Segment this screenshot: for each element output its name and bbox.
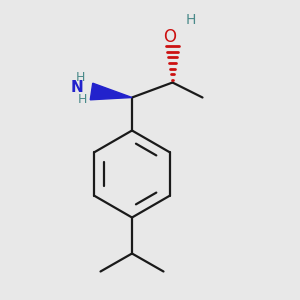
- Text: O: O: [163, 28, 176, 46]
- Polygon shape: [90, 83, 132, 100]
- Text: H: H: [185, 13, 196, 26]
- Text: H: H: [76, 70, 86, 84]
- Text: N: N: [71, 80, 83, 95]
- Text: H: H: [78, 93, 87, 106]
